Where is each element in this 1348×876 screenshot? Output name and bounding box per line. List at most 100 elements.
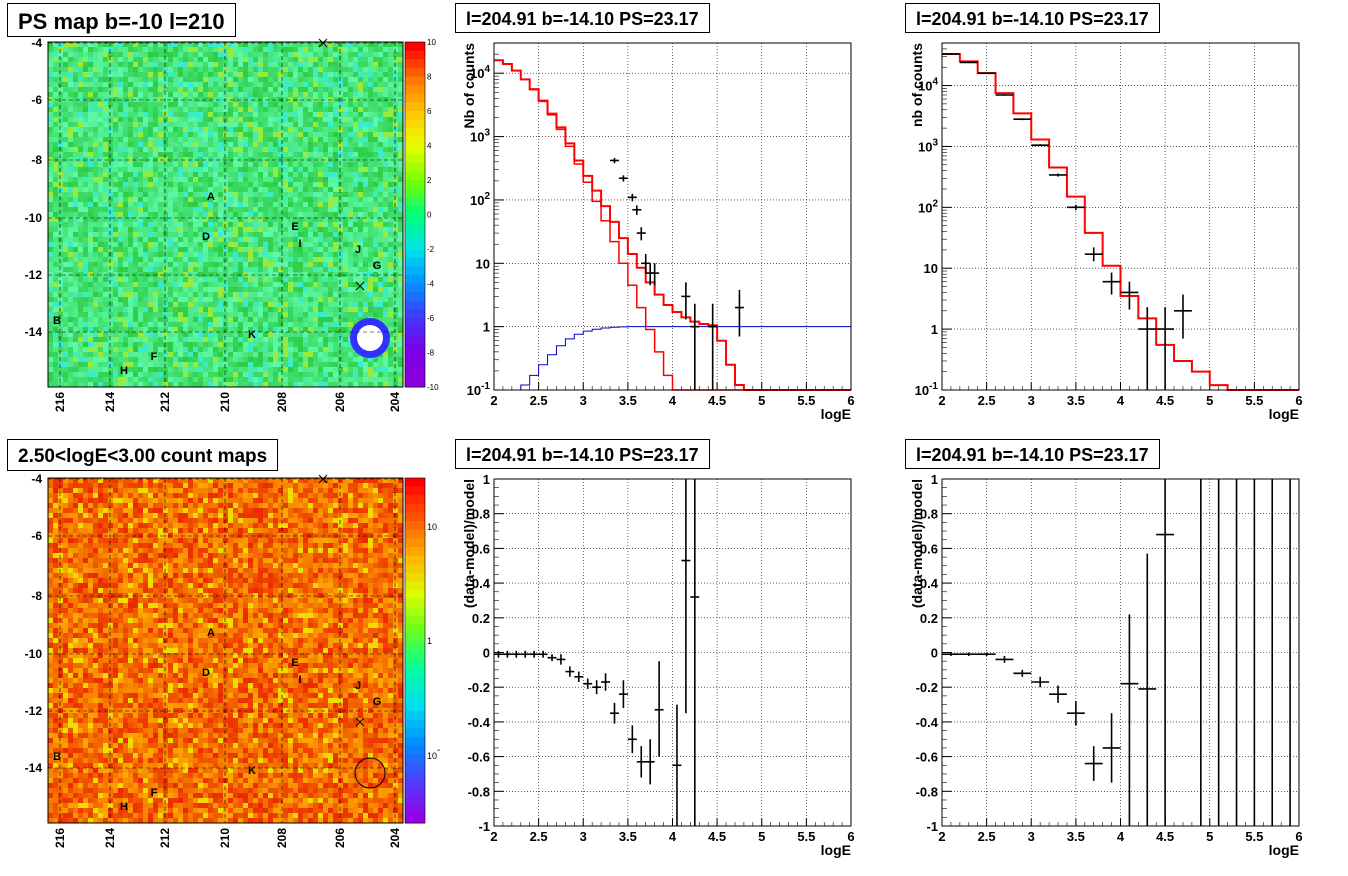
- colorbar-cell: [405, 573, 425, 582]
- map-ytick-label: -4: [31, 36, 42, 50]
- x-tick-label: 4: [669, 393, 677, 408]
- y-tick-label: 1: [483, 320, 490, 335]
- colorbar-cell: [405, 668, 425, 677]
- colorbar-cell: [405, 728, 425, 737]
- colorbar-cell: [405, 309, 425, 318]
- source-label: D: [202, 667, 210, 679]
- x-tick-label: 3.5: [1067, 829, 1085, 844]
- colorbar-cell: [405, 694, 425, 703]
- spectrum-title-1: l=204.91 b=-14.10 PS=23.17: [455, 3, 710, 33]
- colorbar-cell: [405, 538, 425, 547]
- y-tick-label: -0.8: [916, 784, 938, 799]
- colorbar-cell: [405, 564, 425, 573]
- map-xtick-label: 204: [388, 392, 402, 412]
- source-label: K: [248, 329, 256, 341]
- source-label: B: [53, 315, 61, 327]
- x-tick-label: 5: [1206, 829, 1213, 844]
- y-tick-label: 10: [476, 256, 490, 271]
- source-label: F: [151, 351, 158, 363]
- colorbar-label: -10: [427, 383, 439, 392]
- colorbar-cell: [405, 797, 425, 806]
- map-ytick-label: -8: [31, 153, 42, 167]
- x-tick-label: 2.5: [530, 393, 548, 408]
- colorbar-cell: [405, 301, 425, 310]
- y-axis-label: Nb of counts: [461, 43, 477, 129]
- map-xtick-label: 206: [333, 392, 347, 412]
- x-tick-label: 2.5: [978, 829, 996, 844]
- map-ytick-label: -6: [31, 93, 42, 107]
- x-tick-label: 5: [758, 393, 765, 408]
- colorbar-cell: [405, 94, 425, 103]
- ps-source-center: [357, 325, 383, 351]
- residual-title-2: l=204.91 b=-14.10 PS=23.17: [905, 439, 1160, 469]
- x-tick-label: 5: [758, 829, 765, 844]
- map-xtick-label: 214: [103, 828, 117, 848]
- source-label: J: [355, 680, 361, 692]
- x-axis-label: logE: [821, 842, 851, 858]
- y-tick-label: -0.8: [468, 784, 490, 799]
- colorbar-cell: [405, 676, 425, 685]
- y-tick-label: 10-1: [915, 381, 939, 398]
- y-tick-label: -1: [478, 819, 490, 834]
- x-tick-label: 2.5: [978, 393, 996, 408]
- source-label: A: [207, 627, 215, 639]
- colorbar-label: 0: [427, 211, 432, 220]
- map-xtick-label: 210: [218, 828, 232, 848]
- source-label: I: [298, 674, 301, 686]
- colorbar-cell: [405, 240, 425, 249]
- y-tick-label: 1: [931, 322, 938, 337]
- colorbar-cell: [405, 111, 425, 120]
- colorbar-cell: [405, 318, 425, 327]
- y-axis-label: (data-model)/model: [461, 479, 477, 608]
- source-label: G: [373, 696, 382, 708]
- map-ytick-label: -10: [25, 211, 43, 225]
- colorbar-cell: [405, 789, 425, 798]
- x-tick-label: 4: [669, 829, 677, 844]
- x-tick-label: 3.5: [619, 829, 637, 844]
- source-label: J: [355, 244, 361, 256]
- map-ytick-label: -12: [25, 268, 43, 282]
- x-tick-label: 3: [1028, 393, 1035, 408]
- y-tick-label: 0.2: [472, 611, 490, 626]
- x-tick-label: 3: [1028, 829, 1035, 844]
- y-tick-label: 0.2: [920, 611, 938, 626]
- x-tick-label: 4.5: [1156, 393, 1174, 408]
- colorbar-cell: [405, 720, 425, 729]
- colorbar-cell: [405, 625, 425, 634]
- colorbar-cell: [405, 266, 425, 275]
- colorbar-cell: [405, 163, 425, 172]
- colorbar-label: 2: [427, 176, 432, 185]
- colorbar-label: 10: [427, 522, 437, 532]
- colorbar-cell: [405, 599, 425, 608]
- colorbar-cell: [405, 102, 425, 111]
- x-tick-label: 5.5: [1245, 829, 1263, 844]
- colorbar-cell: [405, 556, 425, 565]
- colorbar-cell: [405, 633, 425, 642]
- source-label: H: [120, 365, 128, 377]
- colorbar-cell: [405, 215, 425, 224]
- map-xtick-label: 206: [333, 828, 347, 848]
- colorbar-cell: [405, 206, 425, 215]
- x-tick-label: 5.5: [797, 829, 815, 844]
- x-axis-label: logE: [821, 406, 851, 422]
- colorbar-label: 4: [427, 142, 432, 151]
- colorbar-cell: [405, 590, 425, 599]
- map-xtick-label: 216: [53, 828, 67, 848]
- y-tick-label: 102: [918, 198, 938, 215]
- heatmap-cells: [48, 478, 404, 824]
- colorbar-cell: [405, 780, 425, 789]
- x-tick-label: 4: [1117, 829, 1125, 844]
- map-xtick-label: 216: [53, 392, 67, 412]
- x-tick-label: 5.5: [1245, 393, 1263, 408]
- colorbar-cell: [405, 51, 425, 60]
- x-tick-label: 4.5: [708, 393, 726, 408]
- colorbar-label: 6: [427, 107, 432, 116]
- x-tick-label: 2: [938, 393, 945, 408]
- colorbar-cell: [405, 85, 425, 94]
- colorbar-label: -6: [427, 314, 435, 323]
- map-xtick-label: 212: [158, 828, 172, 848]
